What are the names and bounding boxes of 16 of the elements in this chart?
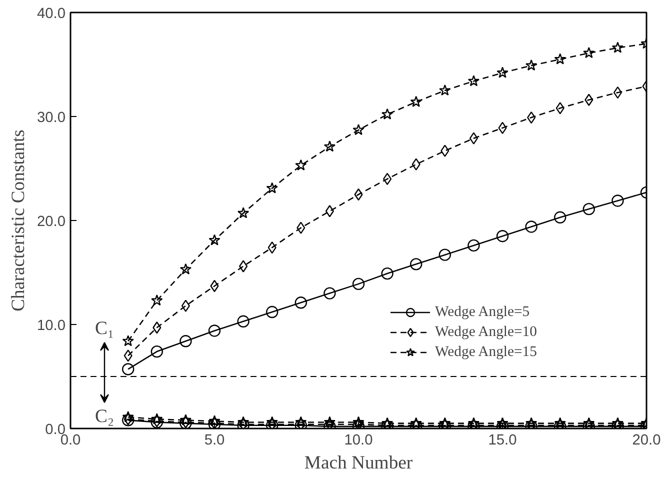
annotation: C₁	[95, 318, 114, 339]
annotation: C₂	[95, 406, 114, 427]
y-axis-title: Characteristic Constants	[8, 130, 29, 312]
y-tick-label: 10.0	[36, 318, 66, 334]
x-tick-label: 0.0	[60, 432, 81, 448]
x-tick-label: 20.0	[632, 432, 661, 448]
legend-label: Wedge Angle=5	[435, 304, 530, 320]
x-tick-label: 10.0	[344, 432, 373, 448]
x-tick-label: 5.0	[204, 432, 225, 448]
y-tick-label: 30.0	[36, 110, 66, 126]
legend-label: Wedge Angle=15	[435, 344, 537, 360]
legend-label: Wedge Angle=10	[435, 324, 537, 340]
x-tick-label: 15.0	[488, 432, 517, 448]
y-tick-label: 40.0	[36, 6, 66, 22]
y-tick-label: 20.0	[36, 214, 66, 230]
x-axis-title: Mach Number	[304, 452, 414, 474]
